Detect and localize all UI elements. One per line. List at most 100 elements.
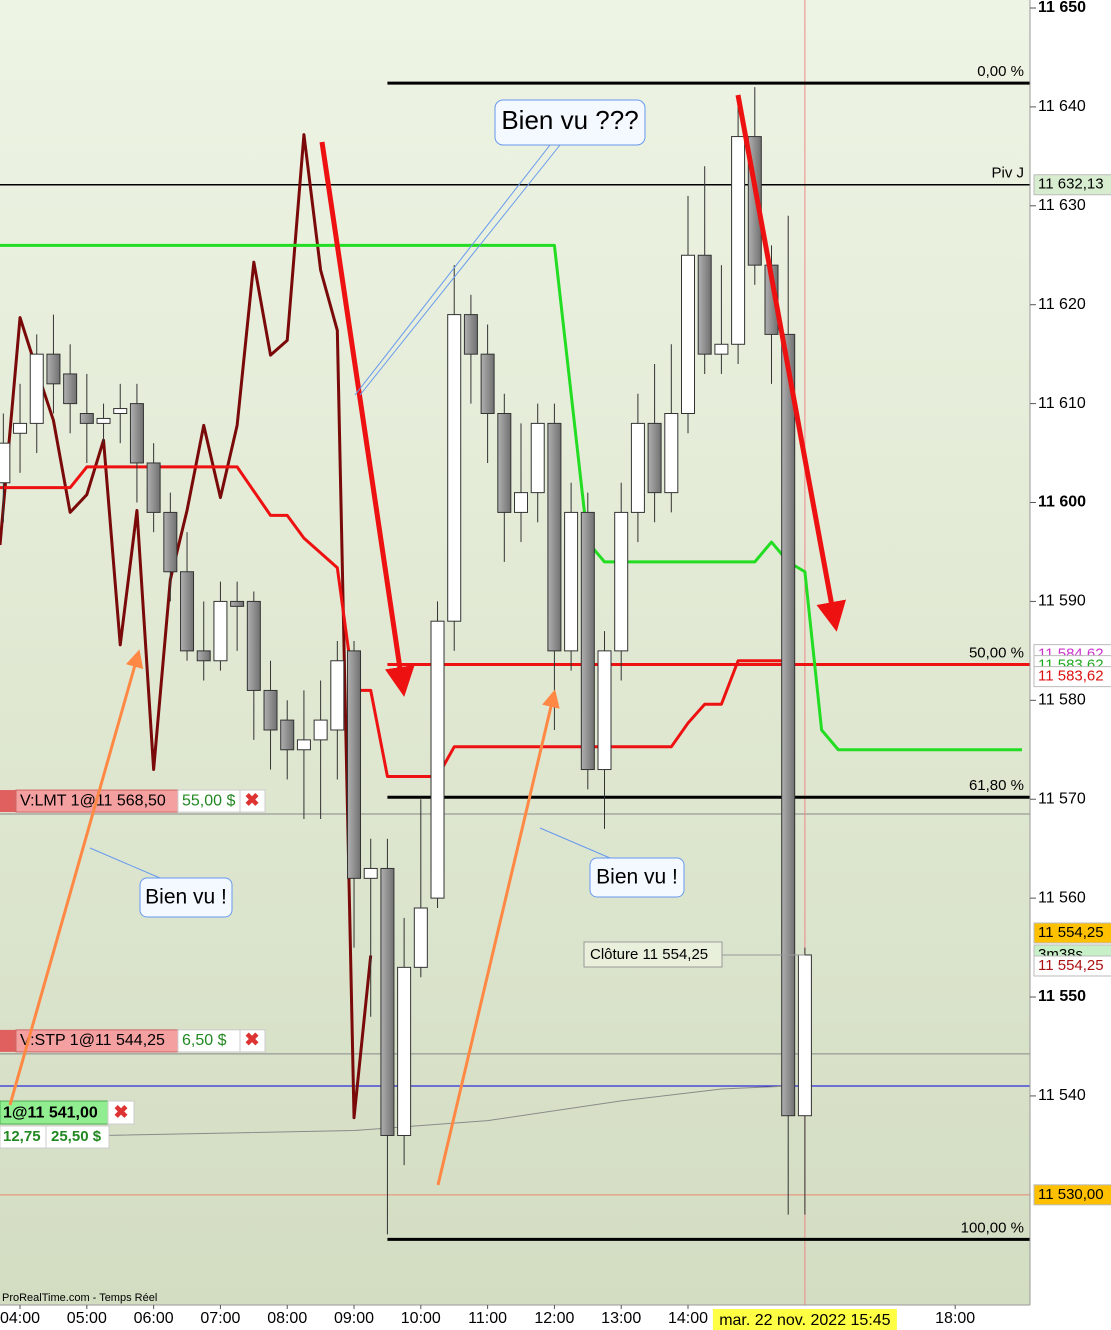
candle-body [681,254,696,415]
close-order-icon: ✖ [113,1102,128,1122]
candle-body [647,422,662,494]
level-label: 0,00 % [977,63,1024,80]
order-amount: 6,50 $ [182,1032,227,1049]
x-tick-label: 11:00 [468,1310,507,1327]
y-tick-label: 11 650 [1038,0,1086,16]
level-label: 61,80 % [969,777,1024,794]
candle-body [781,333,796,1117]
candle-body [347,650,362,879]
candle-body [129,403,144,464]
candle-body [96,417,111,424]
close-box [583,941,723,968]
axis-price-box [1033,955,1111,977]
arrow [8,649,144,1106]
candle-body [547,422,562,652]
candle-body [296,739,311,751]
callout [589,857,685,898]
date-box [712,1309,897,1330]
candle-body [46,353,61,385]
order-label: 1@11 541,00 [3,1104,98,1121]
candle-body [29,353,44,424]
level-label: 50,00 % [969,644,1024,661]
x-tick-label: 10:00 [401,1310,441,1327]
x-tick-label: 12:00 [534,1310,574,1327]
x-tick-label: 06:00 [134,1310,174,1327]
candle-body [714,343,729,355]
y-tick-label: 11 610 [1038,395,1086,412]
order-label: V:STP 1@11 544,25 [20,1032,165,1049]
axis-price-box [1033,922,1111,944]
indicator-line [0,133,373,1120]
candle-body [630,422,645,513]
candle-body [697,254,712,355]
candle-body [63,373,78,405]
close-order[interactable] [239,1029,266,1053]
arrow [735,94,847,632]
plot-background [0,0,1030,1305]
level-label: 100,00 % [961,1219,1024,1236]
candle-body [430,620,445,899]
candle-body [280,719,295,751]
candle-body [380,867,395,1136]
axis-price-box [1033,1184,1111,1206]
x-tick-label: 08:00 [267,1310,307,1327]
y-tick-label: 11 580 [1038,692,1086,709]
callout-text: Bien vu ! [145,886,227,909]
y-tick-label: 11 570 [1038,790,1086,807]
candle-body [413,907,428,968]
time-axis [0,1305,1111,1330]
axis-price-label: 11 583,62 [1038,668,1104,685]
candle-body [230,600,245,607]
y-tick-label: 11 640 [1038,98,1086,115]
axis-price-label: 11 632,13 [1038,176,1104,193]
candle-body [180,571,195,652]
candle-body [564,511,579,652]
indicator-line [0,465,789,778]
candle-body [514,492,529,513]
y-tick-label: 11 620 [1038,296,1086,313]
x-tick-label: 09:00 [334,1310,374,1327]
candle-body [447,314,462,622]
candle-body [363,867,378,879]
candle-body [497,413,512,513]
callout-pointer [359,144,561,396]
callout [494,99,646,146]
candle-body [0,442,11,484]
candle-body [597,650,612,771]
level-label: Piv J [991,165,1024,182]
source-text: ProRealTime.com - Temps Réel [2,1292,157,1304]
x-tick-label: 14:00 [668,1310,708,1327]
x-tick-label: 13:00 [601,1310,641,1327]
y-tick-label: 11 560 [1038,889,1086,906]
y-tick-label: 11 630 [1038,197,1086,214]
x-tick-label: 07:00 [200,1310,240,1327]
y-tick-label: 11 550 [1038,988,1086,1005]
order-amount: 25,50 $ [51,1128,102,1145]
order-icon [0,1029,16,1052]
callout-pointer [89,847,161,879]
indicator-line [0,243,1022,752]
candle-body [797,954,812,1117]
axis-price-label: 11 554,25 [1038,957,1104,974]
order-points: 12,75 [3,1128,41,1145]
close-order-icon: ✖ [244,1030,259,1050]
arrow [436,689,560,1186]
candle-body [397,966,412,1136]
candle-body [580,511,595,771]
x-tick-label: 05:00 [67,1310,107,1327]
candle-body [614,511,629,652]
close-order[interactable] [107,1100,135,1125]
x-tick-label: 04:00 [0,1310,40,1327]
close-order[interactable] [239,789,266,813]
candle-body [330,660,345,731]
candle-body [313,719,328,741]
callout-pointer [539,827,611,859]
y-tick-label: 11 590 [1038,593,1086,610]
candle-body [163,511,178,573]
date-label: mar. 22 nov. 2022 15:45 [719,1312,890,1329]
y-tick-label: 11 600 [1038,494,1086,511]
candle-body [79,413,94,424]
callout [139,877,233,918]
order-label: V:LMT 1@11 568,50 [20,792,166,809]
candle-body [664,413,679,494]
